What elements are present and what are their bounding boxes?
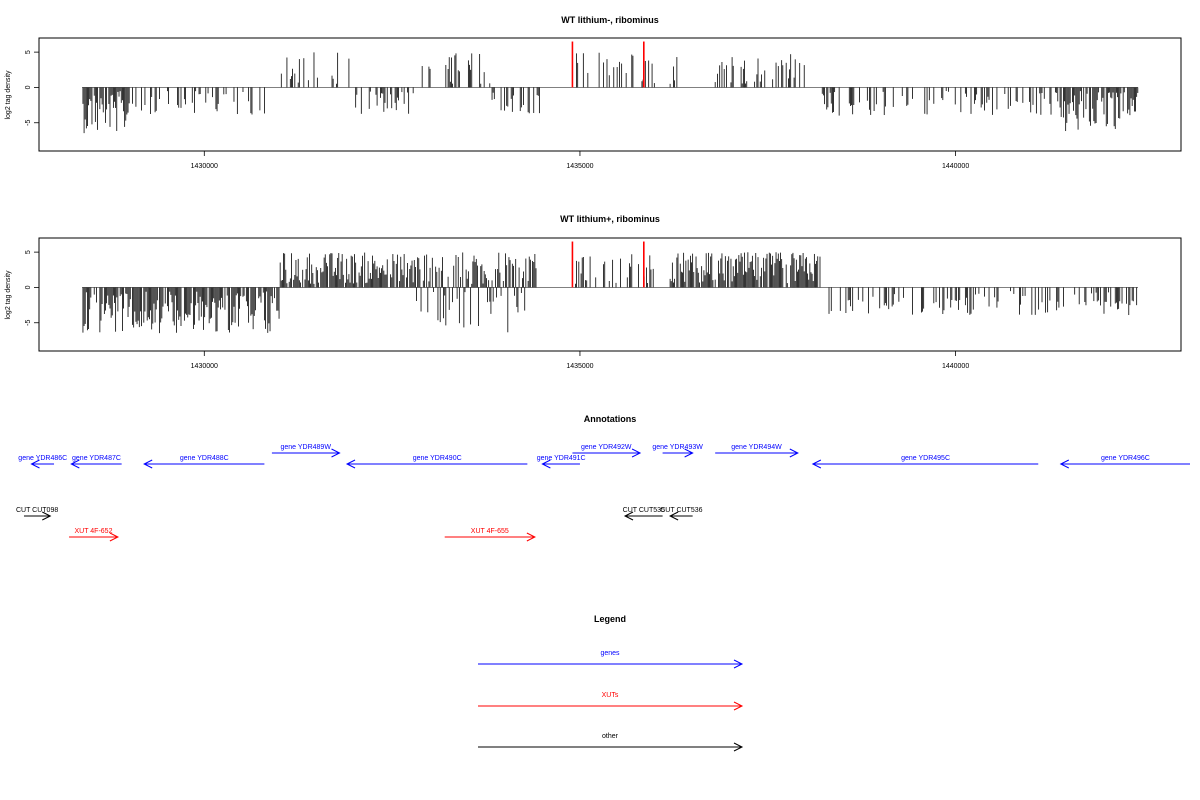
feature-label: gene YDR487C xyxy=(72,455,121,462)
y-tick-label: 5 xyxy=(25,250,32,254)
panel-title: WT lithium-, ribominus xyxy=(561,15,659,25)
feature-genes: gene YDR490C xyxy=(345,455,528,469)
feature-arrowhead xyxy=(684,448,694,458)
feature-arrowhead xyxy=(623,511,634,521)
legend-item: genes xyxy=(478,650,744,669)
legend-label: XUTs xyxy=(602,692,619,699)
feature-arrowhead xyxy=(668,511,679,521)
feature-label: gene YDR492W xyxy=(581,444,632,451)
feature-arrowhead xyxy=(42,511,52,521)
feature-label: CUT CUT098 xyxy=(16,507,58,514)
x-axis: 1430000 1435000 1440000 xyxy=(191,350,969,370)
feature-genes: gene YDR494W xyxy=(715,444,799,458)
feature-label: gene YDR495C xyxy=(901,455,950,462)
y-tick-label: 5 xyxy=(25,50,32,54)
legend-item: other xyxy=(478,733,744,752)
legend: Legend genes XUTs other xyxy=(478,614,744,752)
feature-label: XUT 4F-655 xyxy=(471,528,509,535)
feature-label: XUT 4F-652 xyxy=(74,528,112,535)
feature-arrowhead xyxy=(789,448,799,458)
feature-arrowhead xyxy=(526,532,536,542)
feature-genes: gene YDR492W xyxy=(572,444,642,458)
plot-frame xyxy=(38,37,1182,152)
feature-genes: gene YDR486C xyxy=(18,455,67,469)
feature-label: gene YDR488C xyxy=(180,455,229,462)
feature-label: gene YDR493W xyxy=(652,444,703,451)
feature-arrowhead xyxy=(143,459,153,469)
feature-label: CUT CUT535 xyxy=(623,507,665,514)
feature-arrowhead xyxy=(631,448,642,458)
feature-label: gene YDR496C xyxy=(1101,455,1150,462)
legend-items: genes XUTs other xyxy=(478,650,744,752)
feature-genes: gene YDR493W xyxy=(652,444,703,458)
feature-label: CUT CUT536 xyxy=(660,507,702,514)
panel-title: WT lithium+, ribominus xyxy=(560,214,660,224)
y-axis: -5 0 5 xyxy=(25,50,40,126)
highlight-markers xyxy=(571,241,645,288)
feature-label: gene YDR486C xyxy=(18,455,67,462)
x-tick-label: 1430000 xyxy=(191,363,218,370)
feature-genes: gene YDR495C xyxy=(811,455,1039,469)
y-tick-label: -5 xyxy=(25,320,32,326)
feature-genes: gene YDR496C xyxy=(1059,455,1190,469)
feature-arrowhead xyxy=(1059,459,1070,469)
feature-genes: gene YDR487C xyxy=(70,455,122,469)
feature-arrowhead xyxy=(345,459,356,469)
legend-title: Legend xyxy=(594,614,626,624)
feature-arrowhead xyxy=(109,532,120,542)
feature-arrowhead xyxy=(811,459,822,469)
feature-genes: gene YDR489W xyxy=(271,444,341,458)
feature-arrowhead xyxy=(331,448,341,458)
feature-genes: gene YDR488C xyxy=(143,455,265,469)
x-tick-label: 1440000 xyxy=(942,363,969,370)
x-tick-label: 1430000 xyxy=(191,163,218,170)
feature-label: gene YDR489W xyxy=(280,444,331,451)
x-tick-label: 1440000 xyxy=(942,163,969,170)
feature-arrowhead xyxy=(541,459,551,469)
feature-arrowhead xyxy=(70,459,80,469)
feature-label: gene YDR490C xyxy=(413,455,462,462)
y-tick-label: -5 xyxy=(25,120,32,126)
x-tick-label: 1435000 xyxy=(566,363,593,370)
track-panel-lithium-plus: WT lithium+, ribominus -5 0 5 1430000 14350… xyxy=(5,214,1182,370)
legend-item: XUTs xyxy=(478,692,744,711)
x-tick-label: 1435000 xyxy=(566,163,593,170)
highlight-markers xyxy=(571,41,645,88)
y-tick-label: 0 xyxy=(25,285,32,289)
feature-XUTs: XUT 4F-655 xyxy=(444,528,536,542)
feature-other: CUT CUT098 xyxy=(16,507,58,521)
feature-other: CUT CUT536 xyxy=(660,507,703,521)
annotations-title: Annotations xyxy=(584,414,637,424)
annotations-track: Annotations gene YDR486C gene YDR487C gene… xyxy=(16,414,1190,542)
legend-arrowhead xyxy=(733,701,744,711)
legend-label: other xyxy=(602,733,619,740)
signal-bars xyxy=(82,52,1139,134)
legend-arrowhead xyxy=(733,742,744,752)
legend-arrowhead xyxy=(733,659,744,669)
legend-label: genes xyxy=(600,650,620,657)
y-axis-label: log2 tag density xyxy=(5,270,12,320)
feature-other: CUT CUT535 xyxy=(623,507,665,521)
feature-XUTs: XUT 4F-652 xyxy=(69,528,120,542)
y-tick-label: 0 xyxy=(25,85,32,89)
track-panel-lithium-minus: WT lithium-, ribominus -5 0 5 1430000 14350… xyxy=(5,15,1182,170)
y-axis-label: log2 tag density xyxy=(5,70,12,120)
feature-label: gene YDR491C xyxy=(537,455,586,462)
feature-arrows: gene YDR486C gene YDR487C gene YDR488C gene… xyxy=(16,444,1190,542)
feature-label: gene YDR494W xyxy=(731,444,782,451)
feature-arrowhead xyxy=(30,459,40,469)
signal-bars xyxy=(82,252,1138,334)
feature-genes: gene YDR491C xyxy=(537,455,586,469)
x-axis: 1430000 1435000 1440000 xyxy=(191,150,969,170)
y-axis: -5 0 5 xyxy=(25,250,40,326)
